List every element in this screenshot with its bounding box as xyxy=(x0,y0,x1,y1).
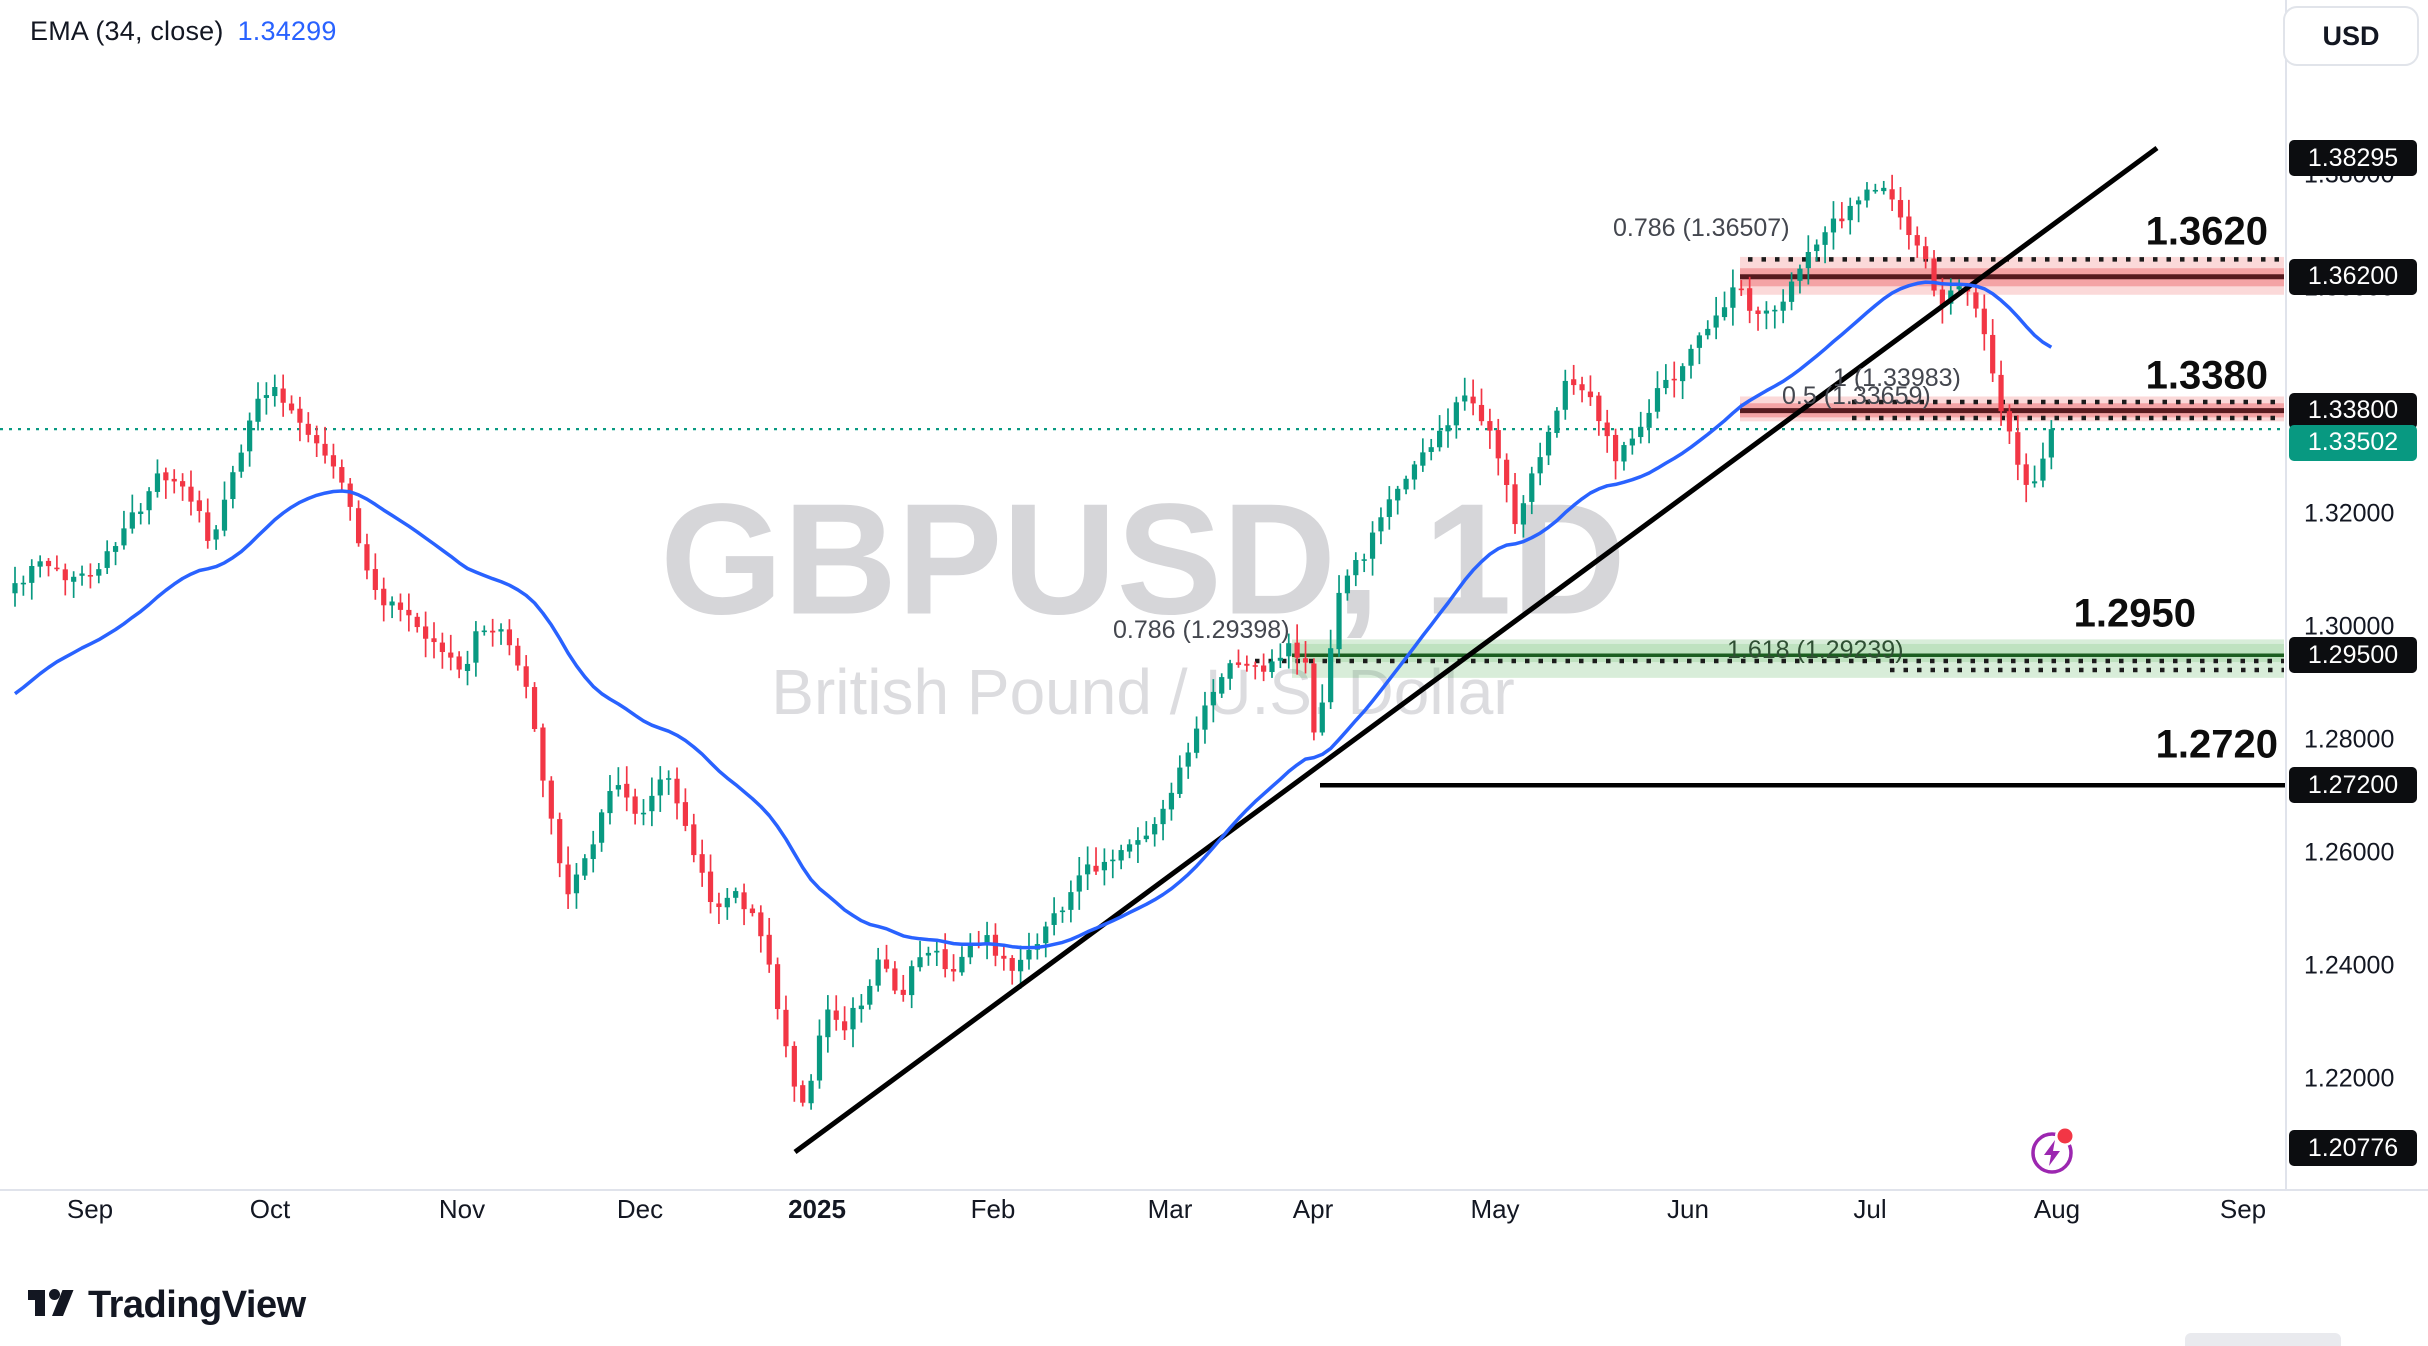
key-level-label: 1.2720 xyxy=(2155,722,2278,767)
fib-level-label: 0.786 (1.36507) xyxy=(1613,214,1790,242)
time-axis-label[interactable]: Feb xyxy=(970,1194,1016,1224)
cropped-bottom-widget xyxy=(2185,1333,2341,1346)
current-price-tag: 1.33502 xyxy=(2289,424,2417,461)
time-axis-label[interactable]: Nov xyxy=(438,1194,486,1224)
tradingview-logo-text: TradingView xyxy=(88,1284,306,1326)
flash-icon[interactable] xyxy=(2031,1132,2073,1174)
time-axis-label[interactable]: Mar xyxy=(1147,1194,1193,1224)
fib-level-label: 1 (1.33983) xyxy=(1833,364,1961,392)
fib-level-label: 1.618 (1.29239) xyxy=(1727,636,1904,664)
currency-button[interactable]: USD xyxy=(2283,6,2419,66)
price-axis-label[interactable]: 1.24000 xyxy=(2304,951,2395,980)
indicator-legend-label: EMA (34, close) xyxy=(30,16,224,46)
key-level-label: 1.3380 xyxy=(2145,353,2268,398)
indicator-legend-value: 1.34299 xyxy=(237,16,337,46)
price-axis-label[interactable]: 1.32000 xyxy=(2304,499,2395,528)
watermark-symbol: GBPUSD, 1D xyxy=(660,471,1626,648)
time-axis-label[interactable]: Jul xyxy=(1853,1194,1887,1224)
zone-core xyxy=(1292,643,2284,663)
candles xyxy=(12,174,2054,1110)
price-axis-label[interactable]: 1.26000 xyxy=(2304,838,2395,867)
time-axis-label[interactable]: Aug xyxy=(2033,1194,2081,1224)
ema-line[interactable] xyxy=(13,280,2053,950)
price-axis-label[interactable]: 1.22000 xyxy=(2304,1064,2395,1093)
currency-button-label: USD xyxy=(2322,20,2380,51)
price-level-tag: 1.27200 xyxy=(2289,767,2417,804)
tradingview-logo[interactable]: TradingView xyxy=(26,1282,306,1329)
notification-dot xyxy=(2057,1128,2073,1144)
fib-level-label: 0.786 (1.29398) xyxy=(1113,616,1290,644)
time-axis-label[interactable]: Apr xyxy=(1292,1194,1334,1224)
time-axis-label[interactable]: Jun xyxy=(1667,1194,1709,1224)
price-level-tag: 1.20776 xyxy=(2289,1130,2417,1167)
lightning-bolt-icon xyxy=(2044,1140,2060,1166)
fib-level-label: 0.5 (1.33659) xyxy=(1782,382,1931,410)
time-axis-label[interactable]: May xyxy=(1470,1194,1520,1224)
time-axis-label[interactable]: Dec xyxy=(616,1194,664,1224)
time-axis-label[interactable]: Oct xyxy=(249,1194,291,1224)
indicator-legend[interactable]: EMA (34, close) 1.34299 xyxy=(30,16,337,47)
supply-demand-zone[interactable] xyxy=(1292,639,2284,678)
price-level-tag: 1.36200 xyxy=(2289,258,2417,295)
watermark-description: British Pound / U.S. Dollar xyxy=(771,656,1515,728)
price-axis-label[interactable]: 1.28000 xyxy=(2304,725,2395,754)
time-axis-label[interactable]: Sep xyxy=(66,1194,114,1224)
time-axis-label[interactable]: 2025 xyxy=(788,1194,846,1224)
price-level-tag: 1.29500 xyxy=(2289,637,2417,674)
price-level-tag: 1.38295 xyxy=(2289,140,2417,177)
price-level-tag: 1.33800 xyxy=(2289,392,2417,429)
price-axis-label[interactable]: 1.30000 xyxy=(2304,612,2395,641)
key-level-label: 1.3620 xyxy=(2145,209,2268,254)
tradingview-logo-icon xyxy=(26,1282,74,1329)
trendline[interactable] xyxy=(793,145,2159,1155)
time-axis-label[interactable]: Sep xyxy=(2219,1194,2267,1224)
key-level-label: 1.2950 xyxy=(2073,591,2196,636)
